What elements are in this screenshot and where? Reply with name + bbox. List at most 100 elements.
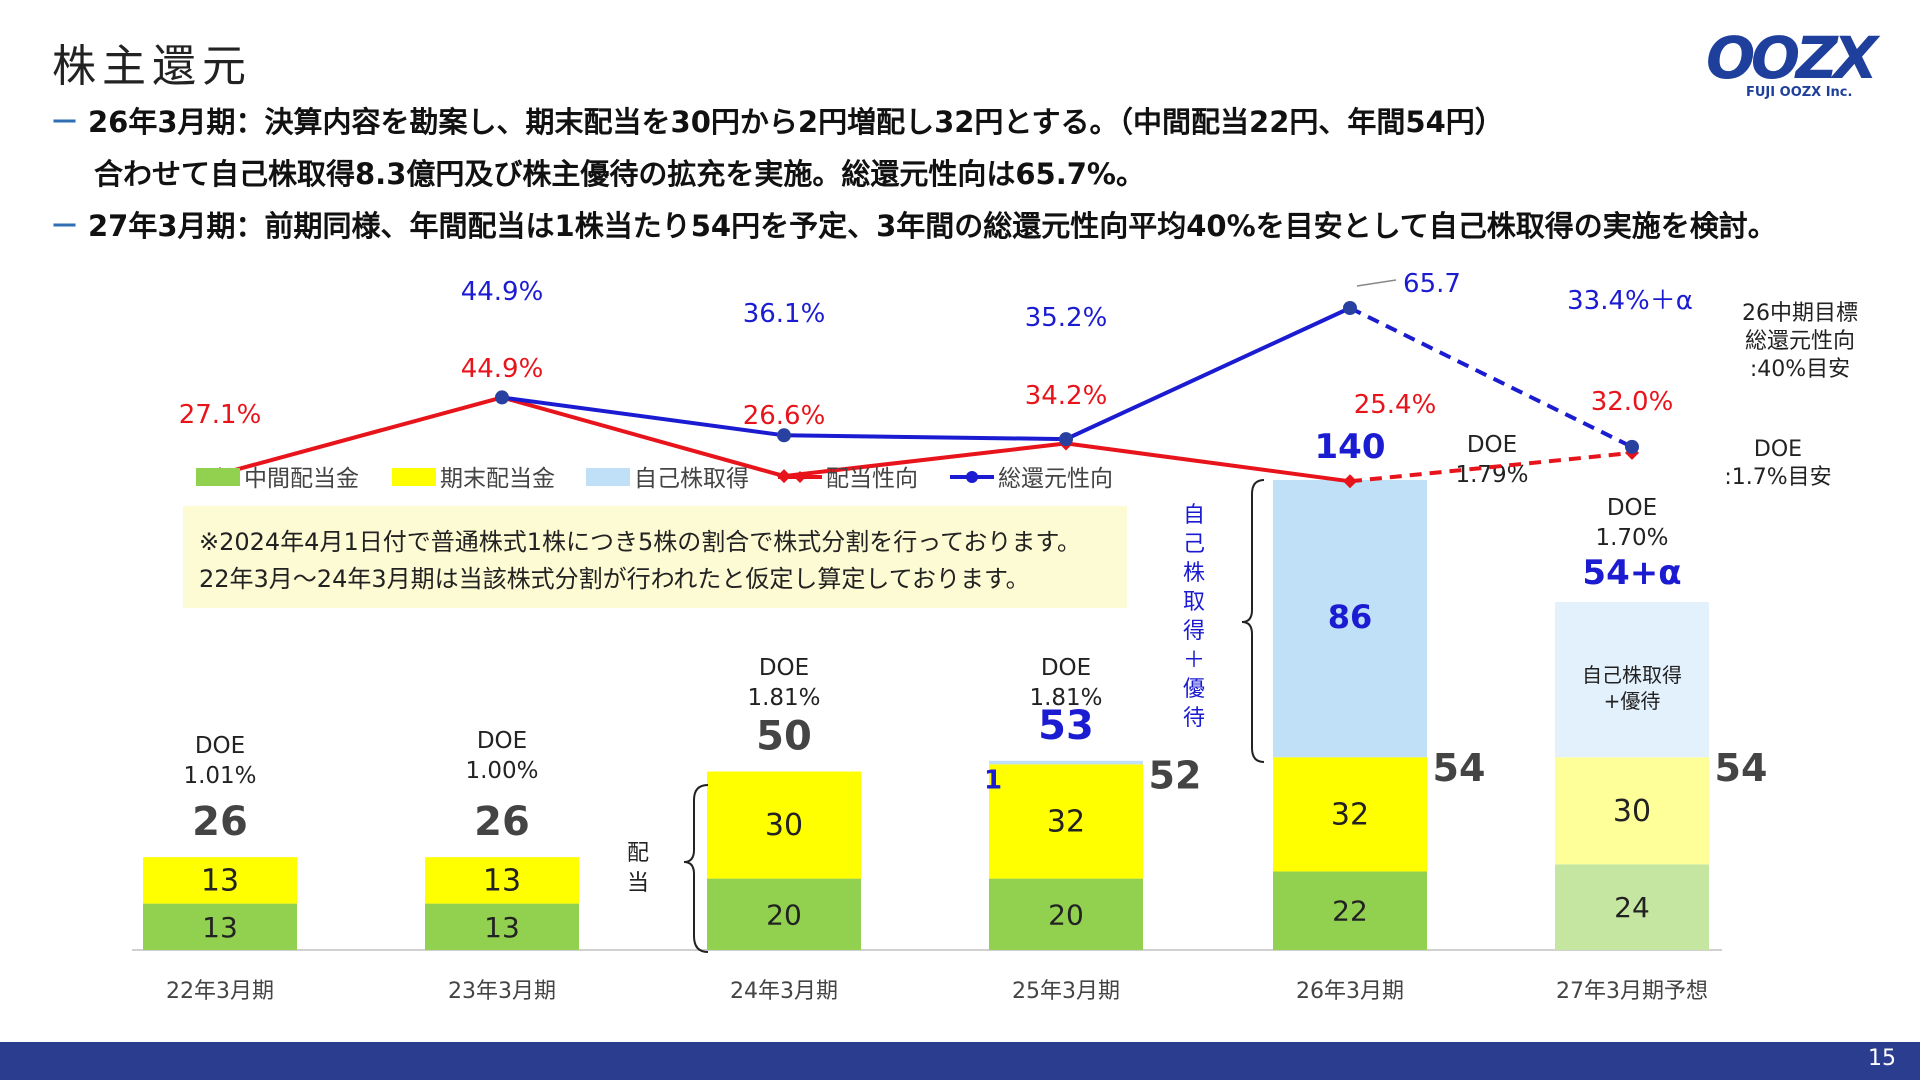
logo-subtext: FUJI OOZX Inc. (1746, 85, 1852, 100)
legend-label: 配当性向 (826, 466, 918, 492)
category-label: 26年3月期 (1296, 979, 1404, 1004)
doe-label: DOE 1.79% (1455, 432, 1528, 488)
label-interim: 13 (202, 911, 238, 944)
bullet-1b-text: 合わせて自己株取得8.3億円及び株主優待の拡充を実施。総還元性向は65.7%。 (94, 157, 1145, 191)
bar-buyback (989, 760, 1143, 765)
logo-text: OOZX (1706, 24, 1881, 92)
legend-swatch (392, 468, 436, 486)
label-final: 30 (765, 808, 803, 843)
bracket-buyback-label: 自己株取得＋優待 (1183, 503, 1205, 731)
line-total-forecast (1349, 306, 1633, 449)
legend-label: 期末配当金 (440, 466, 555, 492)
marker-total (777, 428, 791, 443)
label-final: 13 (201, 863, 239, 898)
bullet-1-text: 26年3月期：決算内容を勘案し、期末配当を30円から2円増配し32円とする。（中… (88, 105, 1504, 139)
doe-label: DOE 1.81% (1029, 655, 1102, 711)
bracket-buyback (1241, 479, 1265, 763)
label-buyback: 86 (1328, 598, 1373, 636)
category-label: 25年3月期 (1012, 979, 1120, 1004)
bar-final (425, 857, 579, 904)
label-payout: 34.2% (1025, 381, 1108, 411)
page-number: 15 (1868, 1046, 1896, 1071)
shareholder-return-chart: 13 13 26 DOE 1.01% 22年3月期 13 13 26 DOE 1.00% 23年3月期… (132, 269, 1858, 1004)
stock-split-note: ※2024年4月1日付で普通株式1株につき5株の割合で株式分割を行っております。… (183, 506, 1127, 608)
doe-label: DOE 1.81% (747, 655, 820, 711)
bar-buyback (1555, 602, 1709, 758)
legend-swatch (196, 468, 240, 486)
doe-label: DOE 1.01% (183, 733, 256, 789)
company-logo: OOZX FUJI OOZX Inc. (1706, 24, 1881, 100)
label-total: 35.2% (1025, 303, 1108, 333)
bar-final (143, 857, 297, 904)
bullet-1: － 26年3月期：決算内容を勘案し、期末配当を30円から2円増配し32円とする。（… (50, 96, 1777, 148)
dividend-total-label: 54 (1715, 746, 1768, 790)
summary-bullets: － 26年3月期：決算内容を勘案し、期末配当を30円から2円増配し32円とする。（… (50, 96, 1777, 252)
legend-swatch-marker (794, 471, 806, 483)
footer-bar: 15 (0, 1042, 1920, 1080)
leader-line-total (1356, 279, 1397, 287)
bar-interim (707, 878, 861, 950)
label-interim: 20 (1048, 898, 1084, 931)
label-payout: 25.4% (1354, 390, 1437, 420)
legend-swatch (586, 468, 630, 486)
bar-final (1273, 757, 1427, 872)
doe-label: DOE 1.70% (1595, 495, 1668, 551)
bar-final (707, 771, 861, 879)
bar-interim (143, 903, 297, 950)
marker-total (1059, 432, 1073, 447)
category-label: 24年3月期 (730, 979, 838, 1004)
bar-interim (1273, 871, 1427, 950)
bar-interim (989, 878, 1143, 950)
label-interim: 22 (1332, 895, 1368, 928)
legend-label: 総還元性向 (998, 466, 1113, 492)
category-label: 27年3月期予想 (1556, 979, 1708, 1004)
bar-total-label: 26 (192, 799, 248, 845)
bullet-2: － 27年3月期：前期同様、年間配当は1株当たり54円を予定、3年間の総還元性向平… (50, 200, 1777, 252)
bar-total-label: 140 (1315, 427, 1386, 467)
label-payout: 44.9% (461, 354, 544, 384)
bar-total-label: 50 (756, 714, 812, 760)
doe-target-note: DOE:1.7%目安 (1724, 437, 1831, 490)
bracket-dividend (683, 784, 709, 953)
bracket-dividend-label: 配当 (627, 841, 649, 896)
label-total: 36.1% (743, 299, 826, 329)
label-interim: 13 (484, 911, 520, 944)
bar-buyback (1273, 480, 1427, 758)
bullet-dash: － (50, 105, 80, 139)
doe-label: DOE 1.00% (465, 728, 538, 784)
label-buyback: 1 (984, 765, 1002, 795)
legend-swatch-marker (966, 471, 978, 483)
bar-total-label: 26 (474, 799, 530, 845)
dividend-total-label: 54 (1433, 746, 1486, 790)
label-interim: 20 (766, 898, 802, 931)
bar-total-label: 54+α (1582, 553, 1681, 593)
page-title: 株主還元 (52, 41, 252, 92)
dividend-total-label: 52 (1149, 753, 1202, 797)
label-total: 65.7 (1403, 269, 1461, 299)
label-buyback: 自己株取得+優待 (1582, 663, 1682, 713)
legend-label: 自己株取得 (634, 466, 749, 492)
label-payout: 26.6% (743, 401, 826, 431)
marker-total (1625, 439, 1639, 454)
label-payout: 27.1% (179, 400, 262, 430)
line-total (501, 306, 1351, 442)
bullet-2-text: 27年3月期：前期同様、年間配当は1株当たり54円を予定、3年間の総還元性向平均… (88, 209, 1777, 243)
label-final: 13 (483, 863, 521, 898)
bar-final (989, 764, 1143, 879)
bar-final (1555, 757, 1709, 865)
category-label: 23年3月期 (448, 979, 556, 1004)
label-final: 30 (1613, 794, 1651, 829)
label-payout: 32.0% (1591, 387, 1674, 417)
marker-total (495, 390, 509, 405)
label-interim: 24 (1614, 891, 1650, 924)
bar-total-label: 53 (1038, 703, 1094, 749)
bullet-dash: － (50, 209, 80, 243)
label-final: 32 (1331, 797, 1369, 832)
category-label: 22年3月期 (166, 979, 274, 1004)
marker-payout (1343, 474, 1357, 489)
target-note: 26中期目標総還元性向:40%目安 (1742, 301, 1858, 382)
label-total: 44.9% (461, 277, 544, 307)
bar-interim (425, 903, 579, 950)
marker-total (1343, 300, 1357, 315)
bullet-1-cont: 合わせて自己株取得8.3億円及び株主優待の拡充を実施。総還元性向は65.7%。 (50, 148, 1777, 200)
